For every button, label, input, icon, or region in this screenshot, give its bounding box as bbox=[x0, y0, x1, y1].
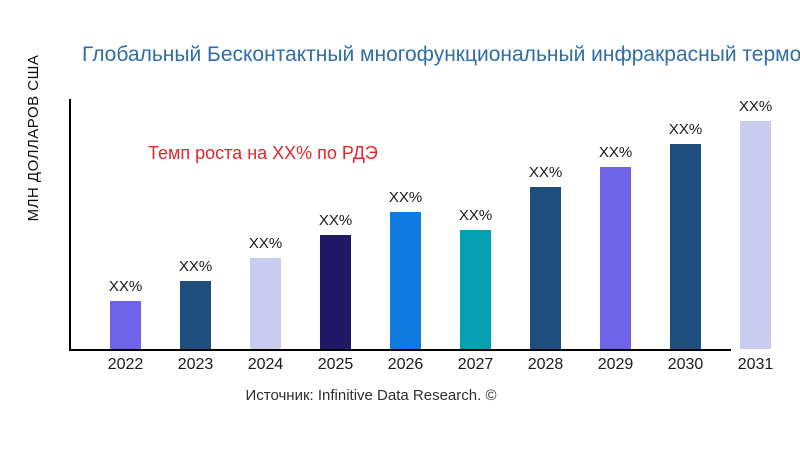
growth-rate-annotation: Темп роста на XX% по РДЭ bbox=[148, 143, 378, 163]
bar-2025 bbox=[320, 235, 351, 349]
y-axis-title: МЛН ДОЛЛАРОВ США bbox=[25, 54, 42, 222]
x-tick-label-2025: 2025 bbox=[317, 356, 354, 373]
bar-value-label-2029: XX% bbox=[598, 144, 633, 161]
chart-title: Глобальный Бесконтактный многофункционал… bbox=[82, 43, 800, 66]
bar-value-label-2028: XX% bbox=[528, 164, 563, 181]
bar-2023 bbox=[180, 281, 211, 349]
x-tick-label-2028: 2028 bbox=[527, 356, 564, 373]
bar-value-label-2022: XX% bbox=[108, 278, 143, 295]
bar-2030 bbox=[670, 144, 701, 349]
x-tick-label-2027: 2027 bbox=[457, 356, 494, 373]
bar-value-label-2031: XX% bbox=[738, 98, 773, 115]
bar-2026 bbox=[390, 212, 421, 349]
x-tick-label-2029: 2029 bbox=[597, 356, 634, 373]
x-tick-label-2031: 2031 bbox=[737, 356, 774, 373]
y-axis-line bbox=[69, 99, 71, 351]
x-axis-line bbox=[69, 349, 731, 351]
bar-value-label-2026: XX% bbox=[388, 189, 423, 206]
x-tick-label-2026: 2026 bbox=[387, 356, 424, 373]
x-tick-label-2030: 2030 bbox=[667, 356, 704, 373]
source-attribution: Источник: Infinitive Data Research. © bbox=[245, 387, 497, 404]
bar-2029 bbox=[600, 167, 631, 349]
bar-value-label-2027: XX% bbox=[458, 207, 493, 224]
bar-value-label-2025: XX% bbox=[318, 212, 353, 229]
bar-2022 bbox=[110, 301, 141, 349]
x-tick-label-2022: 2022 bbox=[107, 356, 144, 373]
bar-value-label-2030: XX% bbox=[668, 121, 703, 138]
x-tick-label-2023: 2023 bbox=[177, 356, 214, 373]
bar-2024 bbox=[250, 258, 281, 349]
bar-2031 bbox=[740, 121, 771, 349]
bar-value-label-2024: XX% bbox=[248, 235, 283, 252]
bar-value-label-2023: XX% bbox=[178, 258, 213, 275]
x-tick-label-2024: 2024 bbox=[247, 356, 284, 373]
bar-2028 bbox=[530, 187, 561, 349]
bar-2027 bbox=[460, 230, 491, 349]
